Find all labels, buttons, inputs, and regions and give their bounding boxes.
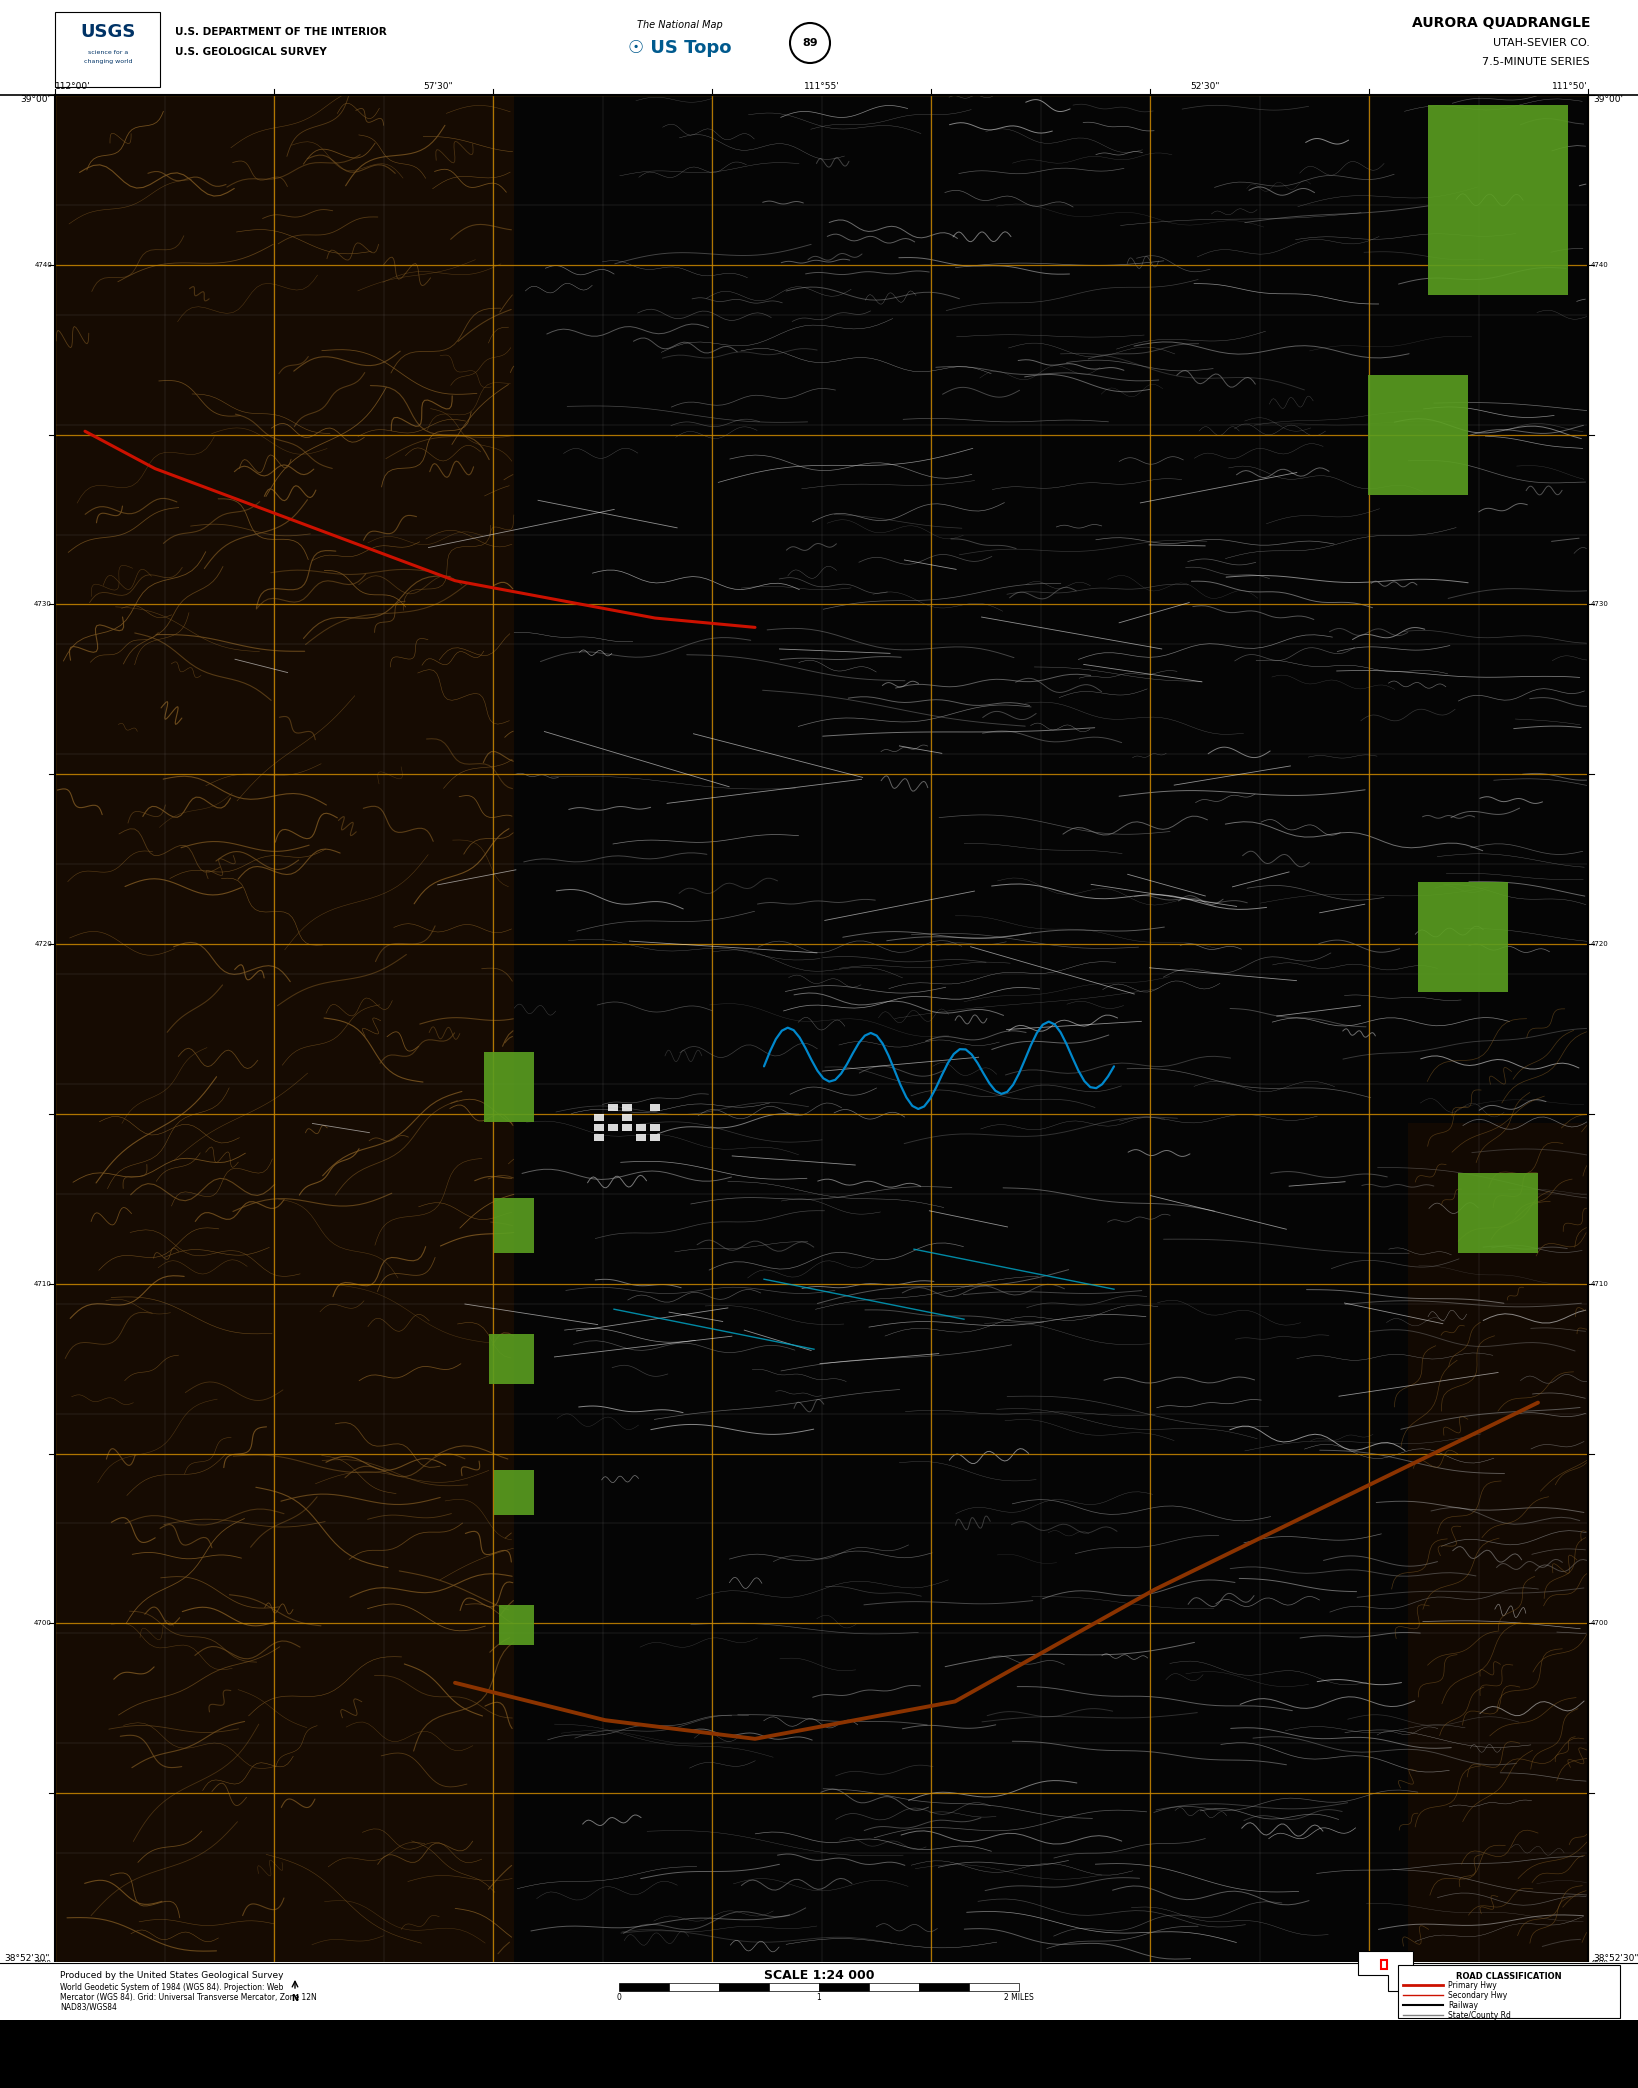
Text: USGS: USGS — [80, 23, 136, 42]
Text: 112°00': 112°00' — [56, 1967, 90, 1975]
Text: U.S. GEOLOGICAL SURVEY: U.S. GEOLOGICAL SURVEY — [175, 48, 326, 56]
Text: 39°00': 39°00' — [20, 94, 51, 104]
Text: 7.5-MINUTE SERIES: 7.5-MINUTE SERIES — [1482, 56, 1590, 67]
Text: 4690: 4690 — [34, 1961, 52, 1967]
Text: 4740: 4740 — [1590, 261, 1609, 267]
Bar — [490, 1334, 534, 1384]
Text: 111°55': 111°55' — [804, 81, 839, 92]
Text: 0: 0 — [616, 1994, 621, 2002]
Polygon shape — [1358, 1950, 1414, 1992]
Text: Secondary Hwy: Secondary Hwy — [1448, 1990, 1507, 2000]
Text: ☉ US Topo: ☉ US Topo — [629, 40, 732, 56]
Bar — [595, 1115, 604, 1121]
Bar — [1409, 1123, 1587, 1963]
Bar — [1381, 1961, 1387, 1969]
Bar — [1397, 1965, 1620, 2017]
Text: 4730: 4730 — [34, 601, 52, 608]
Text: World Geodetic System of 1984 (WGS 84). Projection: Web: World Geodetic System of 1984 (WGS 84). … — [61, 1984, 283, 1992]
Text: 38°52'30": 38°52'30" — [5, 1954, 51, 1963]
Text: 57'30": 57'30" — [424, 81, 454, 92]
Bar — [719, 1984, 768, 1992]
Bar — [636, 1123, 645, 1132]
Bar — [483, 1052, 534, 1123]
Bar — [1428, 104, 1568, 294]
Bar — [0, 1963, 1638, 2019]
Bar — [1458, 1173, 1538, 1253]
Bar — [56, 94, 1587, 1963]
Bar — [650, 1134, 660, 1140]
Text: 4710: 4710 — [1590, 1280, 1609, 1286]
Text: SCALE 1:24 000: SCALE 1:24 000 — [763, 1969, 875, 1982]
Text: 2 MILES: 2 MILES — [1004, 1994, 1034, 2002]
Bar — [608, 1105, 618, 1111]
Bar — [650, 1123, 660, 1132]
Bar — [495, 1470, 534, 1514]
Text: Primary Hwy: Primary Hwy — [1448, 1982, 1497, 1990]
Bar — [970, 1984, 1019, 1992]
Bar — [608, 1123, 618, 1132]
Text: 4720: 4720 — [34, 942, 52, 948]
Bar — [0, 0, 1638, 94]
Bar — [595, 1123, 604, 1132]
Text: Produced by the United States Geological Survey: Produced by the United States Geological… — [61, 1971, 283, 1979]
Text: N: N — [292, 1994, 298, 2002]
Text: science for a: science for a — [88, 50, 128, 54]
Text: changing world: changing world — [84, 58, 133, 63]
Bar — [56, 13, 161, 88]
Text: 111°50': 111°50' — [1553, 81, 1587, 92]
Text: 4720: 4720 — [1590, 942, 1609, 948]
Bar — [56, 94, 514, 1963]
Bar — [1419, 881, 1509, 992]
Bar — [1368, 376, 1468, 495]
Bar — [668, 1984, 719, 1992]
Text: 4730: 4730 — [1590, 601, 1609, 608]
Bar — [595, 1134, 604, 1140]
Text: 4700: 4700 — [34, 1620, 52, 1627]
Text: 39°00': 39°00' — [1594, 94, 1623, 104]
Bar — [870, 1984, 919, 1992]
Bar — [495, 1199, 534, 1253]
Text: 4700: 4700 — [1590, 1620, 1609, 1627]
Text: AURORA QUADRANGLE: AURORA QUADRANGLE — [1412, 17, 1590, 29]
Bar — [819, 1984, 870, 1992]
Bar — [650, 1105, 660, 1111]
Bar — [636, 1134, 645, 1140]
Text: 112°00': 112°00' — [56, 81, 90, 92]
Text: ROAD CLASSIFICATION: ROAD CLASSIFICATION — [1456, 1971, 1561, 1982]
Bar — [619, 1984, 668, 1992]
Bar — [56, 94, 1587, 1963]
Text: 111°50': 111°50' — [1553, 1967, 1587, 1975]
Bar — [919, 1984, 970, 1992]
Text: Mercator (WGS 84). Grid: Universal Transverse Mercator, Zone 12N: Mercator (WGS 84). Grid: Universal Trans… — [61, 1994, 316, 2002]
Text: State/County Rd: State/County Rd — [1448, 2011, 1510, 2019]
Text: 38°52'30": 38°52'30" — [1594, 1954, 1638, 1963]
Bar — [768, 1984, 819, 1992]
Text: UTAH-SEVIER CO.: UTAH-SEVIER CO. — [1494, 38, 1590, 48]
Bar — [622, 1105, 632, 1111]
Text: 4710: 4710 — [34, 1280, 52, 1286]
Text: The National Map: The National Map — [637, 21, 722, 29]
Text: NAD83/WGS84: NAD83/WGS84 — [61, 2002, 116, 2013]
Text: 89: 89 — [803, 38, 817, 48]
Circle shape — [790, 23, 830, 63]
Text: 4740: 4740 — [34, 261, 52, 267]
Text: U.S. DEPARTMENT OF THE INTERIOR: U.S. DEPARTMENT OF THE INTERIOR — [175, 27, 387, 38]
Text: 52'30": 52'30" — [1189, 81, 1220, 92]
Bar — [622, 1115, 632, 1121]
Bar — [622, 1123, 632, 1132]
Text: 4690: 4690 — [1590, 1961, 1609, 1967]
Text: Railway: Railway — [1448, 2000, 1477, 2009]
Bar — [500, 1606, 534, 1645]
Text: 1: 1 — [817, 1994, 821, 2002]
Bar — [0, 2019, 1638, 2088]
